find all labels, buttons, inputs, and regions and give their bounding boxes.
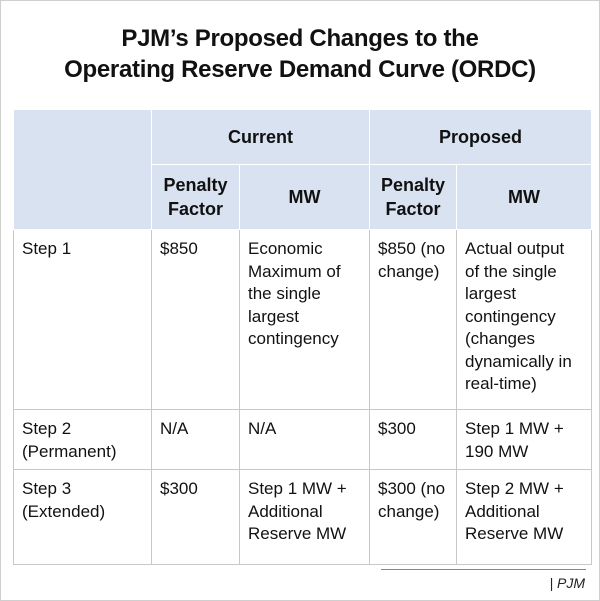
row-label: Step 2 (Permanent) [13,409,152,470]
source: | PJM [549,575,585,591]
table-cell: $850 [151,229,240,410]
title: PJM’s Proposed Changes to the Operating … [1,23,599,85]
source-rule [381,569,586,570]
row-label: Step 3 (Extended) [13,469,152,565]
subheader-row: Penalty Factor MW Penalty Factor MW [14,164,593,230]
table-cell: N/A [238,409,371,470]
table-body: Step 1 $850 Economic Maximum of the single… [13,229,593,565]
group-header-row: Current Proposed [13,109,593,230]
table-cell: $300 [369,409,458,470]
group-header: Current [150,109,371,165]
table-cell: Step 1 MW + 190 MW [456,409,593,470]
corner-cell [13,109,152,230]
table-cell: Step 1 MW + Additional Reserve MW [238,469,371,565]
table-cell: $300 [151,469,240,565]
subheader: MW [456,164,593,230]
subheader: Penalty Factor [369,164,458,230]
group-header: Proposed [369,109,593,165]
row-label: Step 1 [13,229,152,410]
table-row: Step 3 (Extended) $300 Step 1 MW + Additio… [13,469,593,565]
table-cell: Step 2 MW + Additional Reserve MW [456,469,593,565]
table-cell: Economic Maximum of the single largest c… [238,229,371,410]
table-row: Step 1 $850 Economic Maximum of the single… [13,229,593,410]
table-cell: Actual output of the single largest cont… [456,229,593,410]
subheader: MW [238,164,371,230]
subheader: Penalty Factor [151,164,240,230]
title-line: Operating Reserve Demand Curve (ORDC) [64,56,536,83]
table-cell: $850 (no change) [369,229,458,410]
table-row: Step 2 (Permanent) N/A N/A $300 Step 1 MW + … [13,409,593,470]
table-cell: $300 (no change) [369,469,458,565]
table-cell: N/A [151,409,240,470]
table: Current Proposed Penalty Factor MW Penal… [13,109,593,565]
title-line: PJM’s Proposed Changes to the [121,25,479,52]
